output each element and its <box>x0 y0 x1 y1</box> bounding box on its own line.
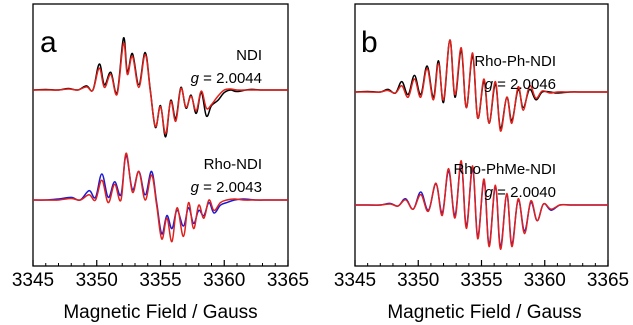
x-tick-label: 3365 <box>587 270 629 291</box>
spectrum-experimental-line <box>32 155 288 235</box>
spectrum-label: Rho-Ph-NDI <box>474 53 556 70</box>
g-symbol: g <box>485 76 494 93</box>
g-factor-label: g = 2.0044 <box>191 70 262 87</box>
g-value: = 2.0046 <box>493 76 556 93</box>
plot-frame <box>354 3 609 267</box>
x-tick-label: 3345 <box>12 270 54 291</box>
g-symbol: g <box>191 179 200 196</box>
x-tick-label: 3360 <box>524 270 566 291</box>
spectrum-simulated-line <box>355 160 608 250</box>
spectrum-simulated-line <box>355 39 608 132</box>
x-tick-label: 3345 <box>334 270 376 291</box>
spectrum-label: Rho-NDI <box>204 156 262 173</box>
g-symbol: g <box>485 184 494 201</box>
spectrum-label: Rho-PhMe-NDI <box>453 161 556 178</box>
panel-letter: a <box>40 26 57 59</box>
g-factor-label: g = 2.0046 <box>485 76 556 93</box>
g-value: = 2.0043 <box>199 179 262 196</box>
g-value: = 2.0040 <box>493 184 556 201</box>
x-axis-title: Magnetic Field / Gauss <box>63 302 257 323</box>
x-tick-label: 3355 <box>460 270 502 291</box>
spectrum-simulated-line <box>33 152 288 243</box>
g-factor-label: g = 2.0040 <box>485 184 556 201</box>
x-tick-label: 3365 <box>267 270 309 291</box>
x-axis-title: Magnetic Field / Gauss <box>387 302 581 323</box>
g-factor-label: g = 2.0043 <box>191 179 262 196</box>
x-tick-label: 3350 <box>76 270 118 291</box>
spectrum-label: NDI <box>236 47 262 64</box>
x-tick-label: 3355 <box>139 270 181 291</box>
panel-a: 3345 3350 3355 3360 3365 Magnetic Field / Gau… <box>12 3 309 323</box>
g-symbol: g <box>191 70 200 87</box>
panel-b: 3345 3350 3355 3360 3365 Magnetic Field / Gau… <box>334 3 629 323</box>
panel-letter: b <box>361 26 378 59</box>
x-tick-label: 3360 <box>203 270 245 291</box>
spectrum-simulated-line <box>33 42 288 135</box>
g-value: = 2.0044 <box>199 70 262 87</box>
x-tick-label: 3350 <box>397 270 439 291</box>
